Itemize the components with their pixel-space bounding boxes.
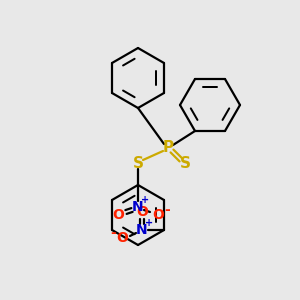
Text: +: + [145, 218, 153, 228]
Text: +: + [141, 195, 149, 205]
Text: N: N [136, 223, 148, 237]
Text: -: - [164, 203, 170, 217]
Text: S: S [179, 155, 191, 170]
Text: P: P [162, 140, 174, 155]
Text: O: O [152, 208, 164, 222]
Text: O: O [136, 205, 148, 219]
Text: S: S [133, 155, 143, 170]
Text: N: N [132, 200, 144, 214]
Text: O: O [116, 231, 128, 245]
Text: -: - [110, 226, 116, 240]
Text: O: O [112, 208, 124, 222]
